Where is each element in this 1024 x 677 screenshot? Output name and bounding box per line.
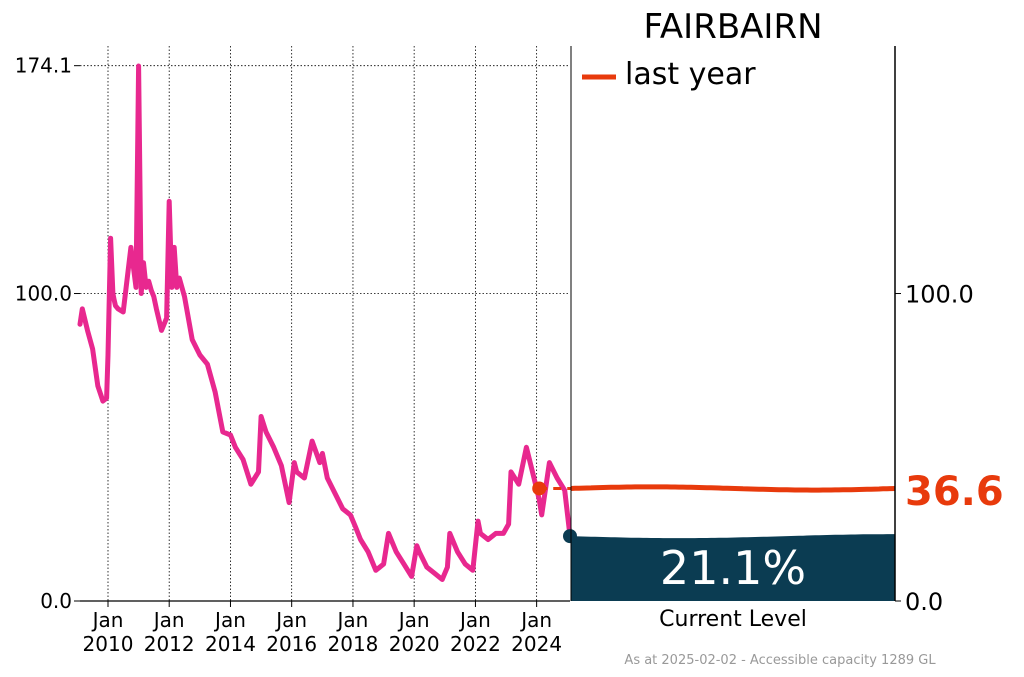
y-right-tick-label: 100.0: [905, 281, 974, 309]
last-year-level-line: [570, 484, 896, 493]
last-year-marker: [532, 481, 547, 496]
x-tick-label-year: 2012: [144, 632, 195, 656]
x-tick-label-month: Jan: [213, 608, 246, 632]
x-tick-label-year: 2022: [450, 632, 501, 656]
x-tick-label-month: Jan: [458, 608, 491, 632]
last-year-value: 36.6: [905, 469, 1004, 515]
x-tick-label-year: 2020: [389, 632, 440, 656]
level-gauge: 21.1% Current Level 36.6: [570, 469, 1004, 632]
x-tick-label-month: Jan: [274, 608, 307, 632]
x-axis: Jan2010Jan2012Jan2014Jan2016Jan2018Jan20…: [83, 601, 562, 656]
x-tick-label-year: 2018: [328, 632, 379, 656]
x-tick-label-month: Jan: [397, 608, 430, 632]
legend: last year: [582, 57, 756, 92]
x-tick-label-month: Jan: [152, 608, 185, 632]
history-line: [77, 63, 573, 582]
y-tick-label: 100.0: [15, 282, 72, 306]
current-level-fill: [571, 534, 895, 601]
y-axis-left: 0.0 100.0 174.1: [15, 54, 80, 613]
current-level-percent: 21.1%: [660, 541, 806, 595]
x-tick-label-year: 2024: [511, 632, 562, 656]
x-tick-label-month: Jan: [336, 608, 369, 632]
chart-title: FAIRBAIRN: [643, 7, 822, 47]
y-tick-label: 0.0: [40, 589, 72, 613]
x-tick-label-year: 2014: [205, 632, 256, 656]
grid-lines: [80, 46, 570, 602]
footer-note: As at 2025-02-02 - Accessible capacity 1…: [624, 653, 936, 668]
x-tick-label-month: Jan: [91, 608, 124, 632]
current-level-caption: Current Level: [659, 607, 807, 632]
x-tick-label-year: 2016: [266, 632, 317, 656]
y-axis-right: 0.0 100.0: [895, 281, 974, 616]
y-tick-label: 174.1: [15, 54, 72, 78]
legend-label-last-year: last year: [625, 57, 756, 92]
y-right-tick-label: 0.0: [905, 588, 943, 616]
x-tick-label-month: Jan: [519, 608, 552, 632]
x-tick-label-year: 2010: [83, 632, 134, 656]
